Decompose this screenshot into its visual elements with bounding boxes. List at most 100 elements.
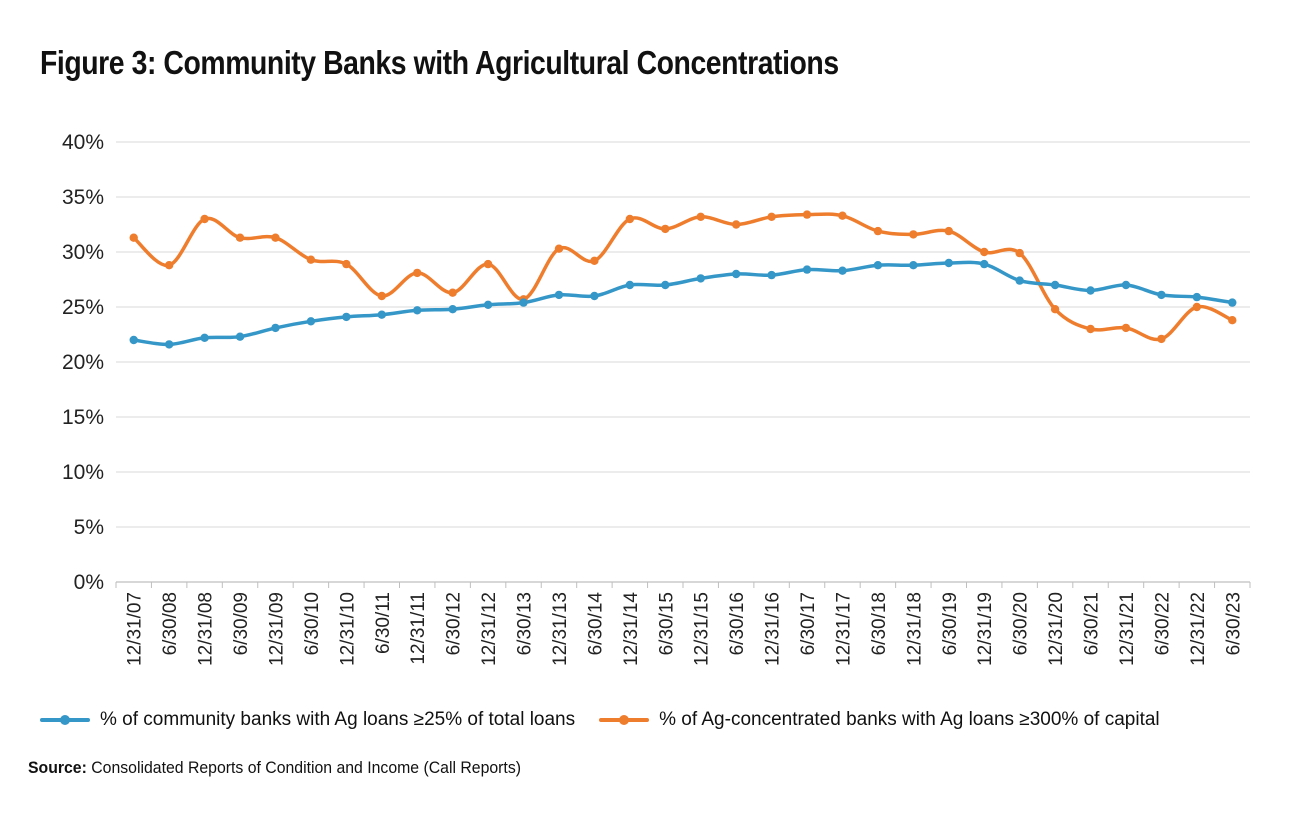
data-point bbox=[1228, 298, 1237, 307]
data-point bbox=[306, 255, 316, 264]
data-point bbox=[448, 288, 457, 297]
y-tick-label: 20% bbox=[62, 351, 104, 374]
x-axis-ticks: 12/31/07 6/30/08 12/31/08 6/30/09 12/31/09 6/… bbox=[125, 592, 1245, 666]
x-tick-label: 6/30/09 bbox=[231, 592, 252, 655]
y-tick-label: 0% bbox=[74, 571, 104, 594]
data-point bbox=[164, 261, 174, 270]
x-tick-label: 12/31/09 bbox=[266, 592, 287, 666]
data-point bbox=[944, 226, 953, 236]
data-point bbox=[519, 298, 528, 307]
x-tick-label: 6/30/17 bbox=[798, 592, 819, 655]
data-point bbox=[1015, 248, 1024, 258]
y-tick-label: 35% bbox=[62, 186, 104, 209]
data-point bbox=[129, 335, 138, 345]
data-point bbox=[1192, 292, 1202, 302]
x-tick-label: 12/31/10 bbox=[337, 592, 358, 666]
data-point bbox=[980, 259, 989, 269]
data-point bbox=[129, 233, 138, 242]
gridlines bbox=[116, 141, 1250, 528]
data-point bbox=[306, 317, 316, 326]
data-point bbox=[1050, 280, 1060, 290]
y-tick-label: 10% bbox=[62, 461, 104, 484]
data-point bbox=[1157, 334, 1166, 344]
legend-label: % of Ag-concentrated banks with Ag loans… bbox=[659, 709, 1160, 730]
data-point bbox=[1086, 286, 1095, 295]
data-point bbox=[1121, 280, 1131, 290]
data-point bbox=[200, 214, 209, 224]
x-tick-label: 6/30/11 bbox=[373, 592, 394, 654]
chart-title: Figure 3: Community Banks with Agricultu… bbox=[40, 44, 839, 81]
x-tick-label: 12/31/14 bbox=[621, 592, 642, 666]
series-markers bbox=[129, 210, 1237, 349]
legend-swatch-orange bbox=[599, 710, 650, 730]
data-point bbox=[1228, 316, 1237, 325]
x-tick-label: 6/30/23 bbox=[1223, 592, 1244, 655]
data-point bbox=[377, 310, 386, 319]
x-tick-label: 12/31/13 bbox=[550, 592, 571, 666]
data-point bbox=[909, 261, 918, 270]
data-point bbox=[271, 323, 280, 333]
data-point bbox=[838, 266, 847, 275]
x-tick-label: 6/30/16 bbox=[727, 592, 748, 655]
data-point bbox=[873, 226, 883, 236]
data-point bbox=[661, 280, 670, 290]
y-axis-ticks: 0% 5% 10% 15% 20% 25% 30% 35% 40% bbox=[62, 131, 104, 594]
line-chart: 0% 5% 10% 15% 20% 25% 30% 35% 40% 12/31/07 6/30/0… bbox=[62, 131, 1251, 666]
data-point bbox=[271, 233, 280, 242]
data-point bbox=[838, 211, 847, 220]
x-tick-label: 12/31/17 bbox=[833, 592, 854, 666]
data-point bbox=[731, 220, 741, 229]
source-label: Source: bbox=[28, 758, 87, 777]
data-point bbox=[909, 230, 918, 239]
data-point bbox=[1192, 302, 1202, 312]
data-point bbox=[944, 258, 953, 268]
data-point bbox=[590, 256, 599, 265]
data-point bbox=[235, 332, 245, 341]
series-line-ag-concentrated-banks bbox=[131, 212, 1235, 342]
x-axis bbox=[115, 581, 1251, 588]
x-tick-label: 12/31/20 bbox=[1046, 592, 1067, 666]
data-point bbox=[1121, 323, 1131, 333]
data-point bbox=[483, 300, 493, 309]
data-point bbox=[980, 247, 989, 257]
series-line-community-banks bbox=[131, 260, 1235, 347]
y-tick-label: 15% bbox=[62, 406, 104, 429]
data-point bbox=[377, 291, 386, 301]
legend-item-ag-concentrated-banks: % of Ag-concentrated banks with Ag loans… bbox=[599, 709, 1160, 731]
x-tick-label: 12/31/08 bbox=[196, 592, 217, 666]
data-point bbox=[200, 333, 209, 342]
x-tick-label: 6/30/12 bbox=[444, 592, 465, 655]
y-tick-label: 25% bbox=[62, 296, 104, 319]
legend-label: % of community banks with Ag loans ≥25% … bbox=[100, 709, 576, 730]
data-point bbox=[164, 340, 174, 349]
legend-item-community-banks: % of community banks with Ag loans ≥25% … bbox=[40, 709, 575, 731]
y-tick-label: 30% bbox=[62, 241, 104, 264]
data-point bbox=[448, 305, 457, 314]
data-point bbox=[625, 214, 635, 224]
x-tick-label: 12/31/12 bbox=[479, 592, 500, 666]
data-point bbox=[1015, 276, 1024, 285]
source-text: Consolidated Reports of Condition and In… bbox=[91, 758, 522, 777]
data-point bbox=[661, 224, 670, 234]
data-point bbox=[554, 244, 564, 253]
x-tick-label: 6/30/14 bbox=[585, 592, 606, 656]
y-tick-label: 40% bbox=[62, 131, 104, 154]
data-point bbox=[767, 270, 776, 280]
x-tick-label: 6/30/15 bbox=[656, 592, 677, 655]
x-tick-label: 12/31/22 bbox=[1188, 592, 1209, 666]
data-point bbox=[767, 212, 776, 221]
x-tick-label: 6/30/10 bbox=[302, 592, 323, 655]
data-point bbox=[1086, 324, 1095, 334]
data-point bbox=[731, 269, 741, 279]
x-tick-label: 6/30/22 bbox=[1152, 592, 1173, 655]
data-point bbox=[413, 268, 422, 278]
data-point bbox=[342, 312, 351, 322]
x-tick-label: 6/30/19 bbox=[940, 592, 961, 655]
data-point bbox=[413, 306, 422, 315]
x-tick-label: 12/31/16 bbox=[763, 592, 784, 666]
legend-swatch-blue bbox=[40, 710, 90, 730]
x-tick-label: 6/30/08 bbox=[160, 592, 181, 655]
x-tick-label: 12/31/07 bbox=[125, 592, 146, 666]
data-point bbox=[802, 210, 812, 219]
x-tick-label: 6/30/18 bbox=[869, 592, 890, 655]
